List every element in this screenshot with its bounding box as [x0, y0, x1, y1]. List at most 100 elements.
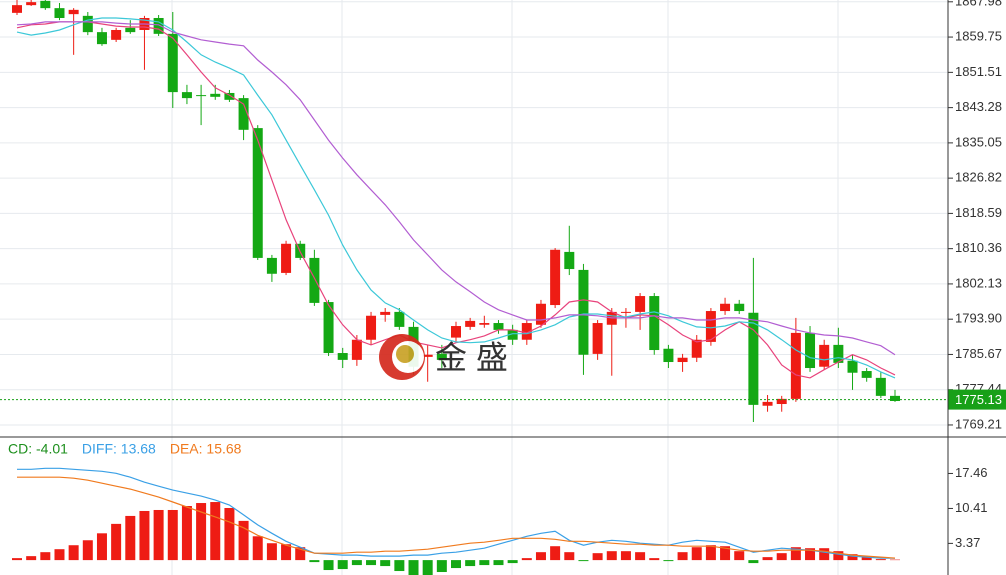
macd-bar [111, 523, 122, 561]
macd-bar [54, 549, 65, 561]
y-tick-label: 1835.05 [955, 134, 1002, 149]
macd-bar [40, 552, 51, 561]
candle-body [40, 0, 51, 9]
candle-body [281, 243, 292, 273]
y-tick-label: 1769.21 [955, 416, 1002, 431]
candle-body [479, 323, 490, 325]
candle-body [635, 296, 646, 312]
legend-label: DIFF: 13.68 [82, 441, 156, 457]
macd-bar [82, 540, 93, 561]
macd-bar [281, 544, 292, 561]
candle-body [521, 323, 532, 340]
macd-bar [734, 551, 745, 561]
candle-body [790, 332, 801, 399]
y-tick-label: 1785.67 [955, 346, 1002, 361]
y-tick-label: 1802.13 [955, 275, 1002, 290]
macd-bar [705, 545, 716, 561]
macd-bar [635, 552, 646, 561]
macd-bar [479, 560, 490, 566]
indicator-line [16, 21, 896, 356]
macd-bar [720, 546, 731, 561]
macd-bar [266, 543, 277, 561]
macd-bar [394, 560, 405, 572]
candle-body [337, 353, 348, 360]
candle-body [323, 302, 334, 354]
y-tick-label: 1851.51 [955, 64, 1002, 79]
candle-body [819, 344, 830, 367]
candle-body [96, 32, 107, 45]
macd-bar [351, 560, 362, 566]
y-tick-label: 10.41 [955, 500, 988, 515]
macd-bar [535, 552, 546, 561]
macd-bar [890, 559, 900, 561]
macd-bar [26, 556, 37, 561]
y-tick-label: 1843.28 [955, 99, 1002, 114]
candle-body [833, 344, 844, 363]
indicator-line [16, 17, 896, 379]
macd-bar [564, 552, 575, 561]
indicator-line [17, 476, 896, 559]
y-tick-label: 1859.75 [955, 28, 1002, 43]
candle-body [507, 329, 518, 340]
macd-bar [337, 560, 348, 570]
candle-body [776, 398, 787, 405]
candle-body [805, 332, 816, 369]
candle-body [578, 269, 589, 355]
macd-bar [620, 551, 631, 561]
macd-bar [408, 560, 419, 575]
candle-body [153, 17, 164, 34]
candle-body [875, 377, 886, 396]
macd-bar [323, 560, 334, 571]
macd-bar [309, 560, 320, 563]
y-tick-label: 1810.36 [955, 240, 1002, 255]
candle-body [26, 2, 37, 6]
candle-body [196, 95, 207, 97]
candle-body [451, 326, 461, 338]
macd-bar [805, 548, 816, 561]
candle-body [734, 303, 745, 312]
indicator-line [16, 21, 896, 379]
macd-bar [153, 509, 164, 561]
candle-body [224, 92, 235, 100]
y-tick-label: 3.37 [955, 535, 980, 550]
candle-body [550, 249, 561, 306]
candle-body [748, 312, 759, 405]
candle-body [720, 303, 731, 312]
macd-bar [380, 560, 391, 567]
watermark-text: 金 盛 [435, 339, 508, 375]
macd-bar [550, 546, 561, 561]
macd-bar [606, 551, 617, 561]
macd-bar [521, 558, 532, 561]
candle-body [691, 339, 702, 358]
macd-bar [493, 560, 504, 566]
candle-body [351, 339, 362, 360]
macd-bar [649, 558, 660, 561]
macd-bar [210, 502, 221, 561]
candle-body [620, 311, 631, 313]
macd-bar [224, 507, 235, 561]
candle-body [12, 5, 22, 13]
macd-bar [691, 547, 702, 561]
macd-bar [96, 533, 107, 561]
macd-bar [295, 547, 306, 561]
candle-body [847, 360, 858, 373]
macd-bar [181, 506, 192, 561]
candle-body [167, 33, 178, 93]
macd-bar [196, 503, 207, 561]
candle-body [125, 27, 136, 33]
candle-body [592, 323, 603, 354]
candle-body [82, 15, 93, 33]
candle-body [380, 311, 391, 315]
candle-body [252, 128, 263, 258]
candle-body [54, 8, 65, 18]
y-tick-label: 1826.82 [955, 170, 1002, 185]
macd-bar [677, 552, 688, 561]
candle-body [705, 311, 716, 342]
macd-bar [366, 560, 377, 566]
candle-body [493, 323, 504, 330]
candle-body [238, 98, 249, 130]
candle-body [677, 357, 688, 363]
candle-body [861, 371, 872, 378]
